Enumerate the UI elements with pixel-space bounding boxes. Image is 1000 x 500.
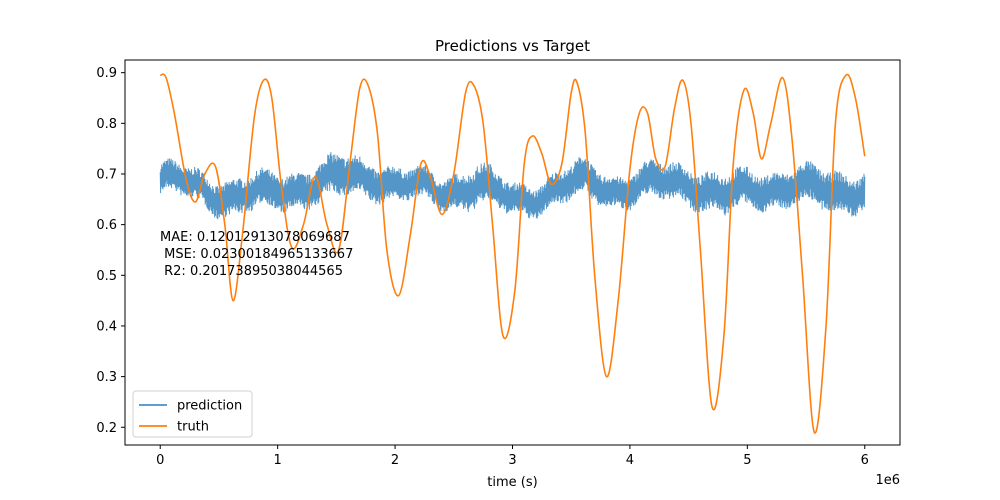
legend-label-prediction: prediction [177, 399, 242, 414]
metric-line: R2: 0.20173895038044565 [160, 264, 343, 279]
x-tick-label: 5 [743, 453, 751, 468]
y-tick-label: 0.5 [96, 269, 117, 284]
truth-line [159, 73, 866, 434]
prediction-line [159, 152, 866, 220]
y-tick-label: 0.3 [96, 370, 117, 385]
x-tick-label: 1 [274, 453, 282, 468]
metric-line: MAE: 0.12012913078069687 [160, 230, 350, 245]
x-axis: 0 1 2 3 4 5 6 [156, 445, 869, 468]
truth-series [159, 73, 866, 434]
y-tick-label: 0.2 [96, 421, 117, 436]
metric-line: MSE: 0.023001849651336​67 [160, 247, 353, 262]
legend-label-truth: truth [177, 420, 209, 435]
chart-title: Predictions vs Target [435, 37, 590, 55]
x-tick-label: 2 [391, 453, 399, 468]
metrics-annotation: MAE: 0.12012913078069687 MSE: 0.02300184… [160, 230, 353, 279]
legend: prediction truth [132, 390, 253, 438]
x-axis-label: time (s) [487, 475, 537, 490]
x-tick-label: 4 [626, 453, 634, 468]
x-tick-label: 0 [156, 453, 164, 468]
y-axis: 0.2 0.3 0.4 0.5 0.6 0.7 0.8 0.9 [96, 66, 125, 436]
y-tick-label: 0.7 [96, 167, 117, 182]
x-tick-label: 3 [508, 453, 516, 468]
y-tick-label: 0.8 [96, 117, 117, 132]
y-tick-label: 0.4 [96, 319, 117, 334]
x-axis-offset-label: 1e6 [875, 473, 900, 488]
x-tick-label: 6 [861, 453, 869, 468]
y-tick-label: 0.6 [96, 218, 117, 233]
y-tick-label: 0.9 [96, 66, 117, 81]
prediction-series [159, 152, 866, 220]
